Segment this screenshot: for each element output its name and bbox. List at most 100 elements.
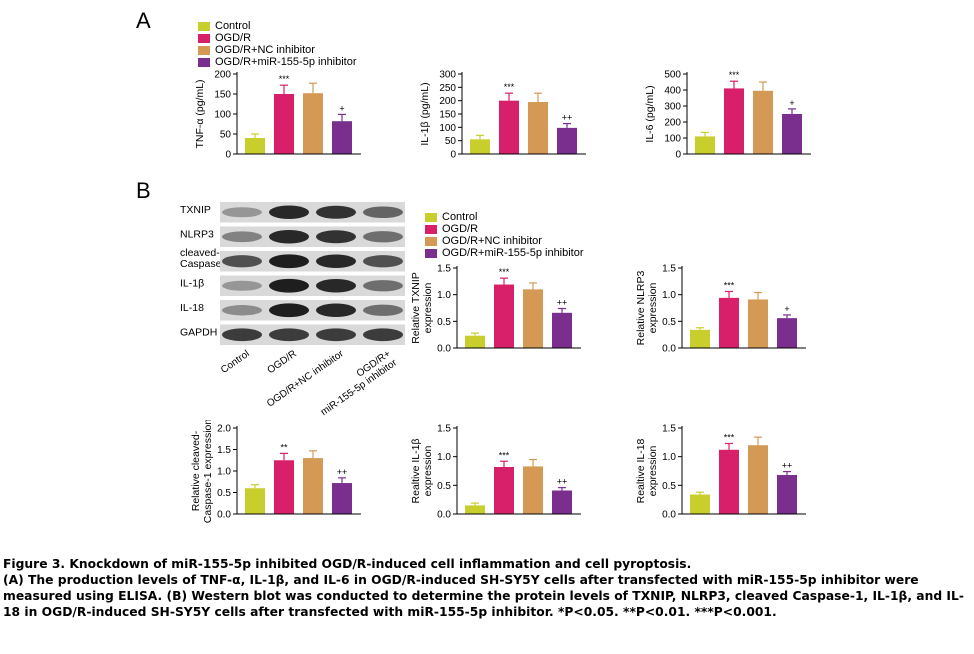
bar — [494, 466, 514, 514]
bar — [724, 88, 744, 154]
bar — [777, 318, 797, 348]
blot-band — [316, 328, 356, 342]
y-tick-label: 1.5 — [662, 264, 676, 275]
y-tick-label: 300 — [439, 70, 456, 81]
significance-label: + — [789, 98, 794, 108]
blot-strip — [220, 275, 405, 296]
y-tick-label: 200 — [664, 118, 681, 129]
legend-swatch-control — [198, 21, 210, 31]
blot-band — [316, 279, 356, 293]
blot-band — [269, 230, 309, 244]
blot-band — [363, 280, 403, 292]
y-tick-label: 0.5 — [217, 488, 231, 499]
significance-label: *** — [729, 70, 740, 80]
bar — [690, 494, 710, 514]
significance-label: *** — [499, 450, 510, 460]
significance-label: ++ — [337, 467, 348, 477]
y-axis-label: Relative cleaved-Caspase-1 expression — [190, 420, 214, 523]
bar — [465, 505, 485, 514]
y-axis-label: Relative TXNIPexpression — [410, 272, 434, 344]
y-tick-label: 1.0 — [217, 467, 231, 478]
blot-band — [269, 278, 309, 293]
significance-label: ++ — [557, 477, 568, 487]
blot-row-label: IL-1β — [180, 278, 204, 290]
significance-label: + — [339, 103, 344, 113]
legend-swatch-nc — [198, 45, 210, 55]
blot-band — [363, 231, 403, 243]
bar — [470, 139, 490, 154]
y-tick-label: 100 — [214, 110, 231, 121]
y-tick-label: 1.5 — [662, 424, 676, 435]
bar — [695, 136, 715, 154]
blot-band — [363, 206, 403, 219]
bar — [494, 284, 514, 348]
legend-item: OGD/R — [198, 32, 357, 44]
legend-panel-b: Control OGD/R OGD/R+NC inhibitor OGD/R+m… — [425, 211, 584, 259]
significance-label: *** — [499, 267, 510, 277]
y-tick-label: 200 — [214, 70, 231, 81]
legend-item: OGD/R — [425, 223, 584, 235]
y-tick-label: 2.0 — [217, 424, 231, 435]
y-tick-label: 0.5 — [662, 317, 676, 328]
bar — [303, 458, 323, 514]
bar — [465, 335, 485, 348]
legend-label: Control — [215, 20, 251, 32]
y-tick-label: 1.0 — [437, 452, 451, 463]
y-tick-label: 400 — [664, 86, 681, 97]
chart-il-6: IL-6 (pg/mL) 0 100 200 300 400 500 *** + — [644, 70, 811, 161]
blot-band — [316, 254, 356, 268]
y-tick-label: 0.0 — [662, 510, 676, 521]
legend-label: OGD/R+NC inhibitor — [215, 44, 315, 56]
legend-label: OGD/R+miR-155-5p inhibitor — [215, 56, 357, 68]
y-tick-label: 150 — [214, 90, 231, 101]
y-tick-label: 0.0 — [217, 510, 231, 521]
bar — [552, 312, 572, 348]
significance-label: *** — [724, 280, 735, 290]
chart-cleaved-caspase-1: Relative cleaved-Caspase-1 expression 0.0… — [190, 420, 361, 523]
y-tick-label: 500 — [664, 70, 681, 81]
bar — [528, 102, 548, 154]
significance-label: ** — [280, 442, 288, 452]
blot-strip — [220, 202, 405, 223]
bar — [690, 329, 710, 348]
bar — [303, 93, 323, 154]
legend-item: OGD/R+NC inhibitor — [425, 235, 584, 247]
y-tick-label: 0.5 — [662, 481, 676, 492]
bar — [245, 488, 265, 514]
significance-label: *** — [724, 432, 735, 442]
blot-strip — [220, 300, 405, 321]
y-axis-label: IL-1β (pg/mL) — [419, 82, 431, 145]
legend-label: OGD/R+NC inhibitor — [442, 235, 542, 247]
y-tick-label: 200 — [439, 96, 456, 107]
bar — [777, 475, 797, 514]
chart-il-1beta: IL-1β (pg/mL) 0 50 100 150 200 250 300 *** ++ — [419, 70, 586, 161]
blot-band — [363, 255, 403, 268]
caption-title: Figure 3. Knockdown of miR-155-5p inhibi… — [3, 557, 692, 571]
bar — [332, 121, 352, 154]
blot-band — [222, 207, 262, 218]
blot-band — [222, 280, 262, 291]
bar — [557, 127, 577, 154]
blot-row-label: IL-18 — [180, 302, 204, 314]
legend-item: Control — [425, 211, 584, 223]
legend-label: Control — [442, 211, 478, 223]
legend-swatch-mir — [198, 57, 210, 67]
y-tick-label: 0.0 — [437, 344, 451, 355]
chart-tnf-alpha: TNF-α (pg/mL) 0 50 100 150 200 *** + — [194, 70, 361, 161]
blot-row-label: GAPDH — [180, 327, 217, 339]
blot-strip — [220, 226, 405, 247]
blot-lane-label: Control — [219, 348, 252, 376]
y-tick-label: 1.5 — [437, 264, 451, 275]
figure-caption: Figure 3. Knockdown of miR-155-5p inhibi… — [3, 556, 971, 620]
blot-row-label: cleaved-Caspase-1 — [180, 247, 231, 270]
significance-label: ++ — [782, 461, 793, 471]
blot-band — [222, 305, 262, 316]
y-axis-label: IL-6 (pg/mL) — [644, 85, 656, 142]
y-tick-label: 300 — [664, 102, 681, 113]
bar — [499, 100, 519, 154]
panel-label-a: A — [136, 8, 151, 33]
